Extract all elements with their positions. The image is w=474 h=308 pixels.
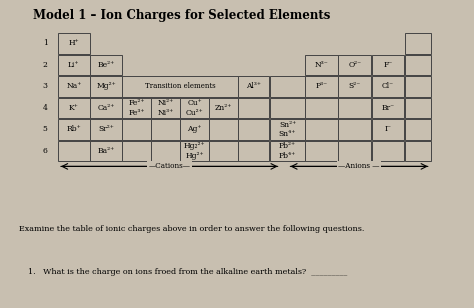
- Bar: [305, 98, 338, 118]
- Bar: [151, 98, 180, 118]
- Bar: [122, 76, 238, 97]
- Bar: [90, 140, 122, 161]
- Bar: [305, 76, 338, 97]
- Bar: [305, 140, 338, 161]
- Bar: [122, 119, 151, 140]
- Text: —Anions —: —Anions —: [338, 162, 380, 170]
- Bar: [180, 140, 209, 161]
- Bar: [338, 76, 371, 97]
- Text: Na⁺: Na⁺: [66, 83, 82, 91]
- Text: N³⁻: N³⁻: [315, 61, 328, 69]
- Text: H⁺: H⁺: [68, 39, 79, 47]
- Bar: [58, 55, 90, 75]
- Text: O²⁻: O²⁻: [348, 61, 361, 69]
- Text: I⁻: I⁻: [384, 125, 392, 133]
- Bar: [90, 55, 122, 75]
- Text: Sr²⁺: Sr²⁺: [98, 125, 114, 133]
- Bar: [270, 140, 305, 161]
- Text: Cl⁻: Cl⁻: [382, 83, 394, 91]
- Text: 1: 1: [43, 39, 47, 47]
- Bar: [209, 140, 238, 161]
- Bar: [180, 119, 209, 140]
- Text: Li⁺: Li⁺: [68, 61, 80, 69]
- Bar: [209, 119, 238, 140]
- Text: Mg²⁺: Mg²⁺: [96, 83, 116, 91]
- Bar: [372, 76, 404, 97]
- Bar: [58, 140, 90, 161]
- Bar: [238, 98, 269, 118]
- Text: Model 1 – Ion Charges for Selected Elements: Model 1 – Ion Charges for Selected Eleme…: [33, 9, 330, 22]
- Bar: [209, 98, 238, 118]
- Text: 5: 5: [43, 125, 47, 133]
- Text: —Cations—: —Cations—: [148, 162, 190, 170]
- Text: 6: 6: [43, 147, 47, 155]
- Bar: [122, 98, 151, 118]
- Text: 2: 2: [43, 61, 47, 69]
- Text: Cu⁺
Cu²⁺: Cu⁺ Cu²⁺: [186, 99, 203, 117]
- Text: Ag⁺: Ag⁺: [187, 125, 202, 133]
- Bar: [270, 76, 305, 97]
- Bar: [58, 33, 90, 54]
- Bar: [405, 33, 431, 54]
- Bar: [180, 98, 209, 118]
- Bar: [372, 55, 404, 75]
- Text: Transition elements: Transition elements: [145, 83, 216, 91]
- Bar: [405, 98, 431, 118]
- Text: Hg₂²⁺
Hg²⁺: Hg₂²⁺ Hg²⁺: [184, 142, 205, 160]
- Bar: [90, 76, 122, 97]
- Text: Ni²⁺
Ni³⁺: Ni²⁺ Ni³⁺: [158, 99, 174, 117]
- Text: 3: 3: [43, 83, 47, 91]
- Bar: [238, 119, 269, 140]
- Bar: [338, 55, 371, 75]
- Text: Ca²⁺: Ca²⁺: [97, 104, 115, 112]
- Bar: [122, 140, 151, 161]
- Bar: [405, 119, 431, 140]
- Bar: [238, 140, 269, 161]
- Bar: [58, 98, 90, 118]
- Bar: [270, 119, 305, 140]
- Text: Rb⁺: Rb⁺: [66, 125, 81, 133]
- Bar: [151, 119, 180, 140]
- Bar: [58, 119, 90, 140]
- Text: K⁺: K⁺: [69, 104, 79, 112]
- Bar: [338, 140, 371, 161]
- Bar: [372, 98, 404, 118]
- Bar: [338, 98, 371, 118]
- Bar: [372, 119, 404, 140]
- Text: Ba²⁺: Ba²⁺: [97, 147, 115, 155]
- Bar: [338, 119, 371, 140]
- Bar: [90, 119, 122, 140]
- Text: Fe²⁺
Fe³⁺: Fe²⁺ Fe³⁺: [128, 99, 145, 117]
- Bar: [270, 98, 305, 118]
- Text: 1.   What is the charge on ions froed from the alkaline earth metals?  _________: 1. What is the charge on ions froed from…: [28, 268, 348, 276]
- Text: Sn²⁺
Sn⁴⁺: Sn²⁺ Sn⁴⁺: [279, 121, 296, 138]
- Text: Zn²⁺: Zn²⁺: [215, 104, 232, 112]
- Text: S²⁻: S²⁻: [348, 83, 361, 91]
- Text: Br⁻: Br⁻: [381, 104, 394, 112]
- Bar: [151, 140, 180, 161]
- Text: F⁻: F⁻: [383, 61, 392, 69]
- Text: Be²⁺: Be²⁺: [97, 61, 115, 69]
- Bar: [405, 55, 431, 75]
- Text: P³⁻: P³⁻: [316, 83, 328, 91]
- Bar: [372, 140, 404, 161]
- Text: 4: 4: [43, 104, 47, 112]
- Bar: [405, 140, 431, 161]
- Bar: [238, 76, 269, 97]
- Text: Pb²⁺
Pb⁴⁺: Pb²⁺ Pb⁴⁺: [279, 142, 296, 160]
- Bar: [58, 76, 90, 97]
- Bar: [405, 76, 431, 97]
- Bar: [305, 119, 338, 140]
- Text: Al³⁺: Al³⁺: [246, 83, 261, 91]
- Text: Examine the table of ionic charges above in order to answer the following questi: Examine the table of ionic charges above…: [19, 225, 365, 233]
- Bar: [305, 55, 338, 75]
- Bar: [90, 98, 122, 118]
